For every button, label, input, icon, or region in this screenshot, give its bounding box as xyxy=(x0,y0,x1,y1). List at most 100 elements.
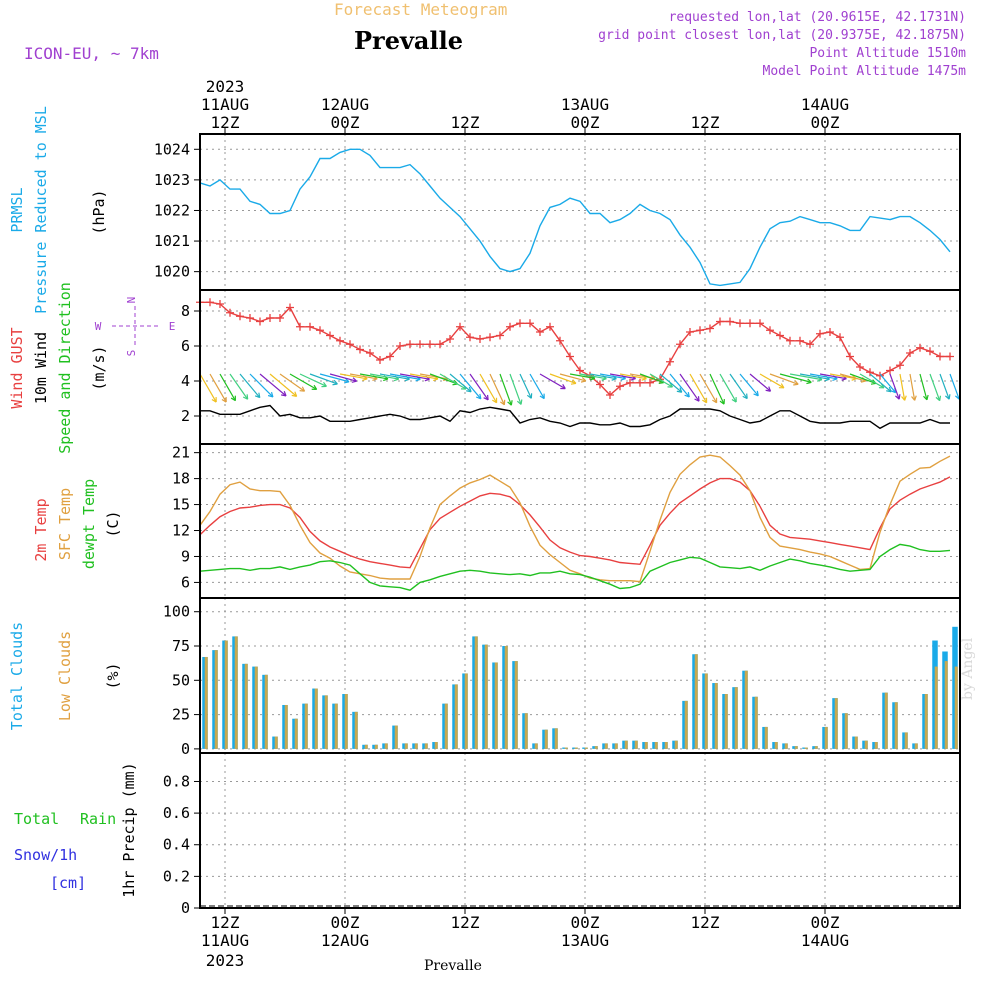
bottom-time-label-date: 11AUG xyxy=(201,931,249,950)
panel-frame-precip xyxy=(199,752,961,909)
total-clouds-label: Total Clouds xyxy=(8,622,26,730)
wind-arrow-head xyxy=(466,386,472,393)
low-cloud-bar xyxy=(224,640,228,749)
wind-arrow xyxy=(229,373,249,400)
bottom-time-label-year: 2023 xyxy=(206,951,245,970)
gust-marker xyxy=(936,352,944,361)
wind-arrow-head xyxy=(923,394,929,401)
wind-arrow xyxy=(399,373,430,380)
wind-arrow-head xyxy=(516,399,523,405)
wind-arrow-head xyxy=(765,386,772,392)
wind-arrow xyxy=(859,373,885,389)
gust-marker xyxy=(316,326,324,335)
wind-arrow xyxy=(839,373,867,382)
wind-arrow xyxy=(209,373,227,403)
bottom-time-label-hour: 00Z xyxy=(811,913,840,932)
y-tick-label: 0.8 xyxy=(163,772,190,790)
wind-arrow-head xyxy=(945,394,951,400)
wind-arrow xyxy=(239,373,261,398)
wind-arrow xyxy=(479,373,498,404)
top-time-label-hour: 00Z xyxy=(331,113,360,132)
grid-point-coords: grid point closest lon,lat (20.9375E, 42… xyxy=(598,28,966,43)
low-cloud-bar xyxy=(324,695,328,749)
series-line-2m-temp xyxy=(199,476,951,569)
gust-marker xyxy=(326,331,334,340)
low-cloud-bar xyxy=(834,698,838,749)
low-cloud-bar xyxy=(344,694,348,749)
bottom-time-label-hour: 00Z xyxy=(331,913,360,932)
low-cloud-bar xyxy=(624,740,628,749)
wind-arrow xyxy=(609,373,636,380)
sfc-temp-label: SFC Temp xyxy=(56,488,74,560)
gust-marker xyxy=(436,340,444,349)
wind-arrow xyxy=(489,373,505,406)
wind-arrow xyxy=(429,373,458,385)
low-cloud-bar xyxy=(744,670,748,749)
low-cloud-bar xyxy=(804,747,808,749)
low-cloud-bar xyxy=(254,666,258,749)
wind-arrow xyxy=(279,373,305,392)
bottom-time-label-date: 13AUG xyxy=(561,931,609,950)
gust-marker xyxy=(856,363,864,371)
low-cloud-bar xyxy=(724,694,728,749)
wind-arrow xyxy=(689,373,708,404)
gust-marker xyxy=(256,317,264,326)
wind-arrow-head xyxy=(242,394,249,400)
low-cloud-bar xyxy=(374,744,378,749)
gust-marker xyxy=(206,298,214,307)
y-tick-label: 15 xyxy=(172,496,190,514)
wind-arrow-head xyxy=(684,391,690,398)
wind-arrow-head xyxy=(676,387,683,393)
low-cloud-bar xyxy=(304,703,308,749)
low-cloud-bar xyxy=(904,732,908,749)
y-tick-label: 12 xyxy=(172,522,190,540)
wind-label: 10m Wind xyxy=(32,332,50,404)
gust-marker xyxy=(776,331,784,340)
top-time-label-hour: 12Z xyxy=(211,113,240,132)
gust-marker xyxy=(226,308,234,317)
y-tick-label: 0.4 xyxy=(163,836,190,854)
gust-marker xyxy=(236,312,244,321)
wind-arrow xyxy=(949,373,960,400)
gust-marker xyxy=(286,303,294,312)
wind-arrow xyxy=(919,373,928,401)
point-altitude: Point Altitude 1510m xyxy=(809,46,966,61)
gust-marker xyxy=(456,322,464,331)
y-tick-label: 1023 xyxy=(154,171,190,189)
wind-arrow xyxy=(679,373,700,402)
wind-arrow-head xyxy=(475,393,482,400)
low-cloud-bar xyxy=(634,740,638,749)
low-cloud-bar xyxy=(774,742,778,749)
low-cloud-bar xyxy=(354,711,358,749)
wind-arrow xyxy=(709,373,725,405)
low-cloud-bar xyxy=(674,740,678,749)
series-line-sfc-temp xyxy=(199,454,951,583)
y-tick-label: 9 xyxy=(181,547,190,565)
y-tick-label: 1022 xyxy=(154,201,190,219)
gust-marker xyxy=(636,378,644,387)
y-tick-label: 25 xyxy=(172,706,190,724)
wind-arrow xyxy=(449,373,472,393)
low-cloud-bar xyxy=(694,654,698,749)
bottom-time-label-date: 12AUG xyxy=(321,931,369,950)
wind-arrow-head xyxy=(911,395,917,401)
gust-marker xyxy=(946,352,954,361)
series-line-dewpt-temp xyxy=(199,543,951,591)
wind-arrow xyxy=(289,373,317,390)
wind-arrow xyxy=(729,373,748,399)
wind-arrow-head xyxy=(895,394,901,400)
gust-marker xyxy=(756,319,764,328)
wind-arrow xyxy=(519,373,532,399)
wind-arrow xyxy=(249,373,274,398)
wind-arrow-head xyxy=(778,383,785,389)
low-cloud-bar xyxy=(404,743,408,749)
wind-arrow xyxy=(379,373,410,380)
low-cloud-bar xyxy=(314,688,318,749)
gust-marker xyxy=(716,317,724,326)
gust-marker xyxy=(506,322,514,331)
low-cloud-bar xyxy=(914,743,918,749)
precip-total-label: Total xyxy=(14,810,59,828)
low-clouds-label: Low Clouds xyxy=(56,631,74,721)
bottom-time-label-hour: 12Z xyxy=(451,913,480,932)
wind-arrow xyxy=(269,373,298,397)
